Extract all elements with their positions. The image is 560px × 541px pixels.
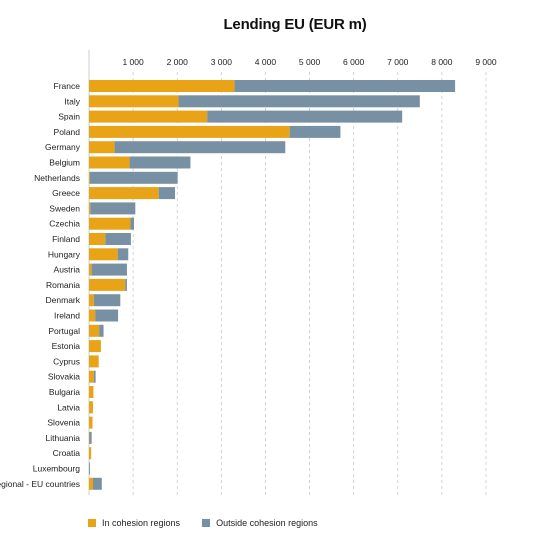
x-tick-labels: 1 000 2 000 3 000 4 000 5 000 6 000 7 000 8 000… xyxy=(122,57,496,67)
bar-segment-cohesion xyxy=(89,278,126,291)
legend: In cohesion regions Outside cohesion reg… xyxy=(88,518,318,528)
bar-segment-outside xyxy=(117,248,129,261)
category-label: Latvia xyxy=(57,402,80,412)
category-label: Hungary xyxy=(48,249,81,259)
category-label: Germany xyxy=(45,142,81,152)
x-tick-label: 7 000 xyxy=(387,57,409,67)
category-labels: France Italy Spain Poland Germany Belgium Neth… xyxy=(0,81,81,489)
bar-segment-cohesion xyxy=(89,355,99,368)
category-label: Estonia xyxy=(52,341,81,351)
bar-segment-outside xyxy=(130,217,134,230)
category-label: Austria xyxy=(54,265,81,275)
bar-segment-cohesion xyxy=(89,95,179,108)
legend-item-outside: Outside cohesion regions xyxy=(202,518,318,528)
bar-segment-outside xyxy=(105,233,131,245)
x-tick-label: 3 000 xyxy=(211,57,233,67)
category-label: Denmark xyxy=(46,295,81,305)
legend-swatch-outside xyxy=(202,519,211,527)
bar-segment-outside xyxy=(90,202,136,215)
bar-segment-cohesion xyxy=(89,416,93,429)
bar-segment-outside xyxy=(99,324,104,337)
category-label: Luxembourg xyxy=(33,464,81,474)
x-tick-label: 9 000 xyxy=(475,57,497,67)
bar-segment-cohesion xyxy=(89,401,93,414)
bar-segment-outside xyxy=(234,80,456,92)
category-label: Poland xyxy=(54,127,81,137)
bar-segment-cohesion xyxy=(89,187,159,200)
category-label: Portugal xyxy=(48,326,80,336)
x-tick-label: 8 000 xyxy=(431,57,453,67)
bar-segment-cohesion xyxy=(89,340,101,353)
category-label: Sweden xyxy=(49,203,80,213)
category-label: Finland xyxy=(52,234,80,244)
bar-segment-outside xyxy=(89,462,90,475)
bar-segment-outside xyxy=(89,431,92,444)
bar-segment-outside xyxy=(91,263,127,276)
bar-segment-cohesion xyxy=(89,110,208,123)
x-tick-label: 6 000 xyxy=(343,57,365,67)
bar-segment-outside xyxy=(158,187,176,200)
bar-segment-outside xyxy=(95,309,119,322)
bar-segment-cohesion xyxy=(89,324,100,337)
bar-segment-outside xyxy=(89,171,178,184)
category-label: Regional - EU countries xyxy=(0,479,80,489)
legend-item-cohesion: In cohesion regions xyxy=(88,518,180,528)
bar-segment-outside xyxy=(129,156,191,169)
category-label: Greece xyxy=(52,188,80,198)
bar-segment-outside xyxy=(114,141,286,154)
category-label: Slovenia xyxy=(47,418,80,428)
bar-segment-cohesion xyxy=(89,431,90,444)
bar-segment-cohesion xyxy=(89,263,92,276)
category-label: France xyxy=(54,81,81,91)
bar-segment-outside xyxy=(207,110,403,123)
bars xyxy=(89,80,456,490)
bar-segment-outside xyxy=(178,95,420,108)
x-tick-label: 4 000 xyxy=(255,57,277,67)
legend-swatch-cohesion xyxy=(88,519,96,527)
bar-segment-cohesion xyxy=(89,217,131,230)
bar-segment-cohesion xyxy=(89,370,94,383)
category-label: Ireland xyxy=(54,311,80,321)
bar-segment-cohesion xyxy=(89,248,118,261)
bar-segment-outside xyxy=(92,477,102,490)
category-label: Belgium xyxy=(49,158,80,168)
chart-title: Lending EU (EUR m) xyxy=(223,16,367,33)
legend-label-outside: Outside cohesion regions xyxy=(216,518,318,528)
bar-segment-outside xyxy=(93,370,96,383)
bar-segment-cohesion xyxy=(89,233,106,245)
category-label: Netherlands xyxy=(34,173,80,183)
category-label: Bulgaria xyxy=(49,387,80,397)
category-label: Spain xyxy=(58,112,80,122)
bar-segment-outside xyxy=(289,125,341,138)
x-tick-label: 2 000 xyxy=(167,57,189,67)
category-label: Italy xyxy=(64,96,80,106)
bar-segment-cohesion xyxy=(89,202,91,215)
bar-segment-cohesion xyxy=(89,141,115,154)
category-label: Croatia xyxy=(53,448,81,458)
legend-label-cohesion: In cohesion regions xyxy=(102,518,181,528)
category-label: Slovakia xyxy=(48,372,80,382)
bar-segment-cohesion xyxy=(89,156,130,169)
bar-segment-cohesion xyxy=(89,125,290,138)
bar-segment-cohesion xyxy=(89,171,90,184)
bar-segment-cohesion xyxy=(89,477,93,490)
bar-segment-cohesion xyxy=(89,294,94,307)
x-tick-label: 5 000 xyxy=(299,57,321,67)
bar-segment-outside xyxy=(93,294,121,307)
bar-segment-cohesion xyxy=(89,447,92,460)
category-label: Cyprus xyxy=(53,356,80,366)
bar-segment-cohesion xyxy=(89,80,235,92)
bar-segment-cohesion xyxy=(89,386,94,398)
bar-segment-outside xyxy=(125,278,127,291)
category-label: Czechia xyxy=(49,219,80,229)
x-tick-label: 1 000 xyxy=(122,57,144,67)
category-label: Lithuania xyxy=(45,433,80,443)
bar-segment-cohesion xyxy=(89,309,96,322)
category-label: Romania xyxy=(46,280,80,290)
